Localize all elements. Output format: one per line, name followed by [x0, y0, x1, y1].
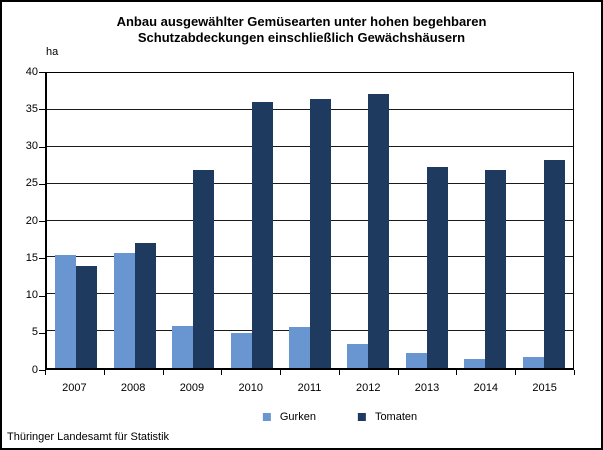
x-tick-label-2007: 2007	[62, 382, 87, 394]
y-tick-15	[39, 258, 45, 260]
bar-gurken-2013	[405, 352, 427, 368]
chart-title-line2: Schutzabdeckungen einschließlich Gewächs…	[137, 30, 466, 45]
y-tick-30	[39, 146, 45, 148]
x-tick-label-2010: 2010	[238, 382, 263, 394]
bar-group-2015	[515, 73, 573, 368]
legend-swatch-tomaten	[357, 413, 366, 421]
bar-tomaten-2015	[543, 160, 565, 368]
bar-group-2014	[456, 73, 514, 368]
bar-tomaten-2009	[193, 169, 215, 368]
legend-label-tomaten: Tomaten	[374, 411, 418, 423]
x-tick-2	[162, 370, 164, 375]
bar-gurken-2015	[522, 356, 544, 368]
x-tick-3	[221, 370, 223, 375]
y-tick-40	[39, 72, 45, 73]
chart-title-line1: Anbau ausgewählter Gemüsearten unter hoh…	[116, 14, 487, 29]
legend-item-gurken: Gurken	[262, 411, 316, 423]
x-tick-5	[338, 370, 340, 375]
source-text: Thüringer Landesamt für Statistik	[7, 431, 170, 443]
x-tick-label-2011: 2011	[297, 382, 322, 394]
y-tick-label-35: 35	[25, 102, 38, 115]
bar-tomaten-2007	[76, 265, 98, 368]
y-tick-label-5: 5	[31, 326, 38, 339]
y-tick-label-20: 20	[25, 214, 38, 227]
bar-group-2010	[222, 73, 280, 368]
y-tick-35	[39, 109, 45, 111]
bar-group-2012	[339, 73, 397, 368]
x-tick-label-2012: 2012	[356, 382, 381, 394]
bar-gurken-2014	[464, 359, 486, 368]
x-tick-label-2008: 2008	[120, 382, 146, 394]
bar-gurken-2007	[55, 255, 77, 368]
y-axis-unit-label: ha	[46, 46, 59, 58]
plot-area	[45, 72, 574, 370]
y-tick-label-40: 40	[25, 65, 38, 78]
legend-swatch-gurken	[262, 413, 271, 421]
y-tick-20	[39, 221, 45, 222]
bar-gurken-2011	[288, 327, 310, 368]
y-tick-10	[39, 295, 45, 297]
x-tick-8	[515, 370, 517, 375]
legend: Gurken Tomaten	[262, 411, 418, 423]
bar-tomaten-2010	[251, 101, 273, 368]
legend-label-gurken: Gurken	[279, 411, 316, 423]
bar-group-2007	[47, 73, 105, 368]
bar-group-2013	[398, 73, 456, 368]
x-tick-7	[456, 370, 458, 375]
bar-tomaten-2014	[485, 169, 507, 368]
bar-tomaten-2013	[426, 166, 448, 368]
bar-gurken-2012	[347, 343, 369, 368]
bar-gurken-2009	[172, 325, 194, 368]
x-tick-9	[574, 370, 575, 375]
bar-tomaten-2008	[134, 243, 156, 368]
chart-title: Anbau ausgewählter Gemüsearten unter hoh…	[2, 14, 601, 46]
x-tick-1	[103, 370, 105, 375]
x-tick-label-2009: 2009	[179, 382, 205, 394]
bar-tomaten-2012	[368, 93, 390, 368]
x-tick-0	[45, 370, 46, 375]
x-tick-6	[397, 370, 399, 375]
y-tick-label-0: 0	[31, 363, 38, 376]
x-tick-4	[280, 370, 282, 375]
y-tick-5	[39, 332, 45, 334]
x-tick-label-2014: 2014	[473, 382, 499, 394]
bar-group-2009	[164, 73, 222, 368]
x-tick-label-2013: 2013	[414, 382, 440, 394]
legend-item-tomaten: Tomaten	[357, 411, 418, 423]
y-tick-25	[39, 183, 45, 185]
bar-tomaten-2011	[309, 98, 331, 368]
bar-group-2011	[281, 73, 339, 368]
y-tick-label-15: 15	[25, 251, 38, 264]
y-tick-label-25: 25	[25, 177, 38, 190]
bar-group-2008	[105, 73, 163, 368]
y-tick-label-10: 10	[25, 289, 38, 301]
bar-gurken-2010	[230, 333, 252, 368]
x-tick-label-2015: 2015	[532, 382, 557, 394]
y-tick-label-30: 30	[25, 140, 38, 152]
bar-gurken-2008	[113, 252, 135, 368]
y-tick-0	[39, 370, 45, 371]
